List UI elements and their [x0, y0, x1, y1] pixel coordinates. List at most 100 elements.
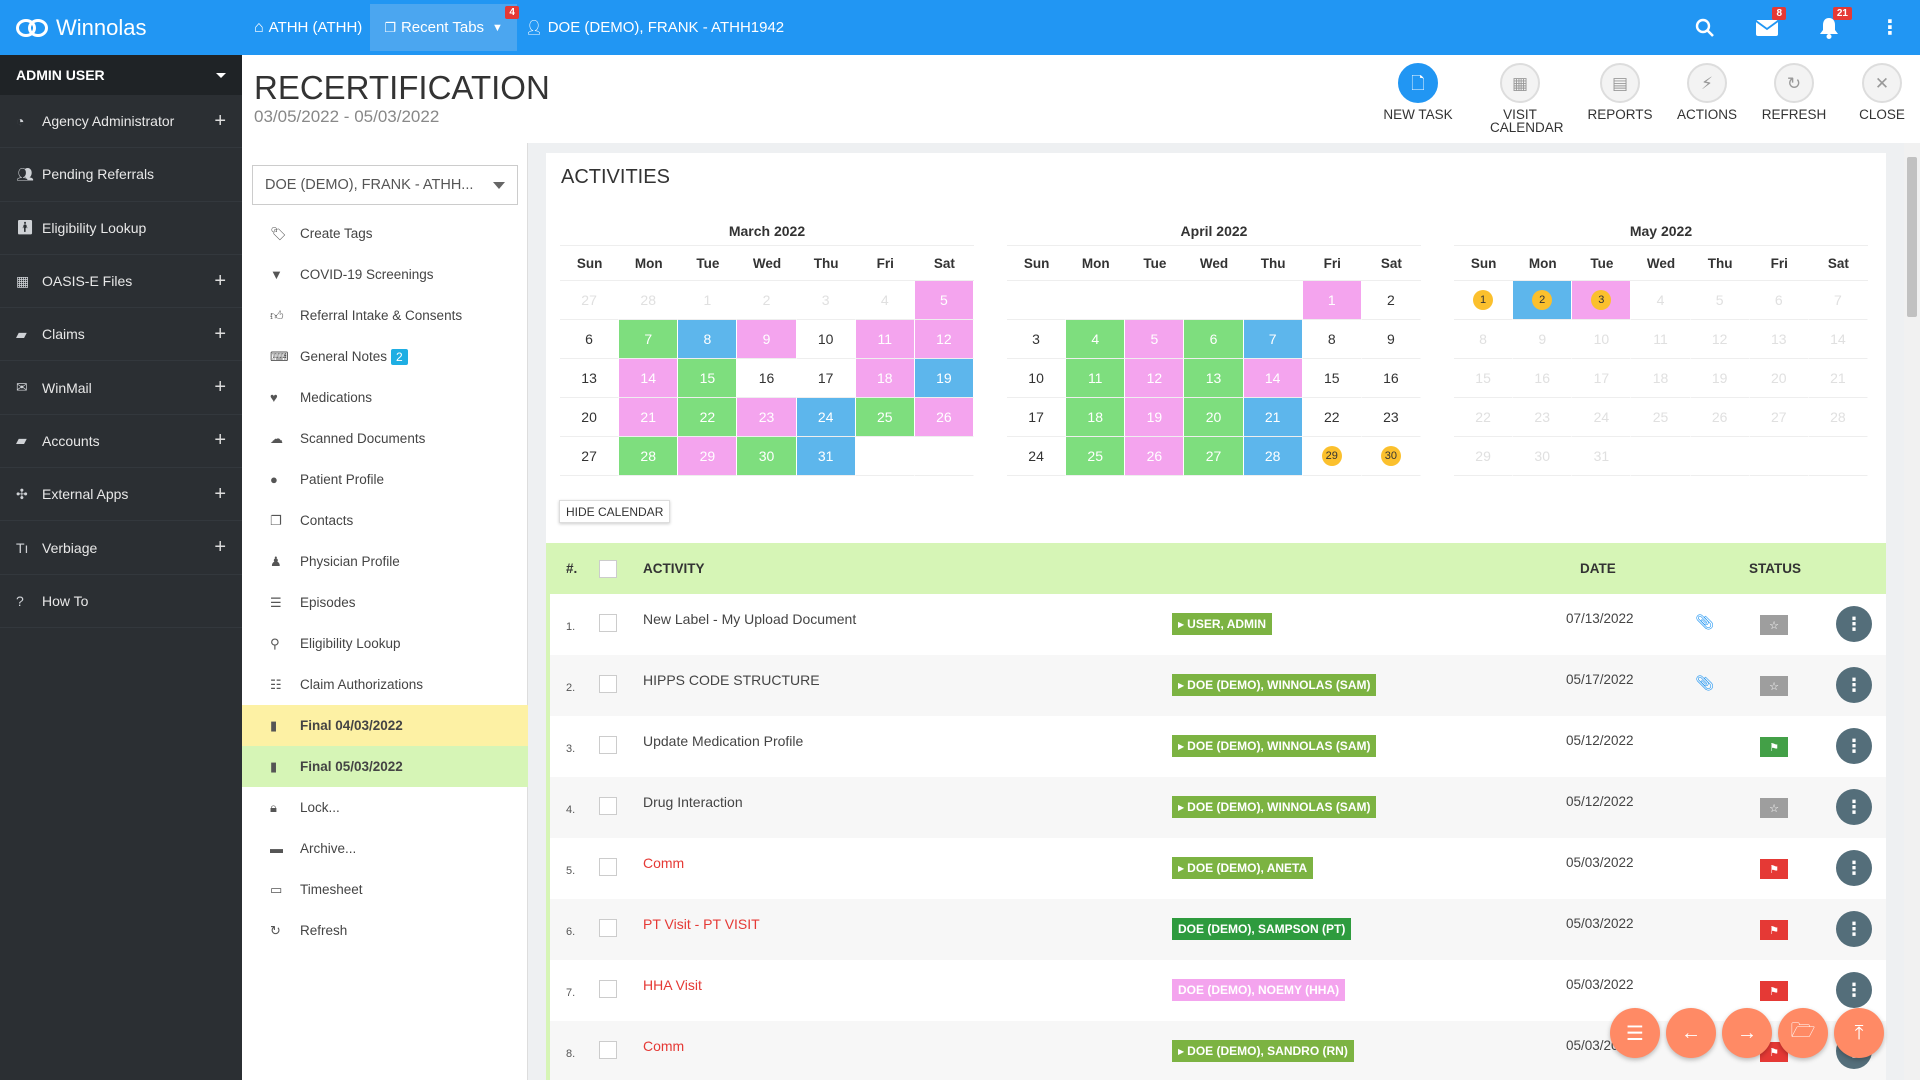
table-row[interactable]: 4. Drug Interaction ▶ DOE (DEMO), WINNOLA… — [550, 777, 1886, 838]
row-checkbox[interactable] — [599, 919, 617, 937]
calendar-day[interactable]: 11 — [855, 320, 915, 359]
calendar-day[interactable]: 15 — [1454, 359, 1514, 398]
calendar-day[interactable]: 5 — [914, 281, 974, 320]
more-menu-button[interactable]: ⋮ — [1860, 0, 1920, 55]
row-menu-button[interactable]: ⋮ — [1836, 850, 1872, 886]
activity-name[interactable]: Drug Interaction — [643, 794, 743, 810]
menu-item-medications[interactable]: ♥ Medications — [242, 377, 528, 418]
calendar-day[interactable]: 16 — [1361, 359, 1421, 398]
scroll-top-fab[interactable]: ⤒ — [1834, 1008, 1884, 1058]
calendar-day[interactable]: 21 — [1243, 398, 1303, 437]
activity-name[interactable]: Comm — [643, 1038, 685, 1054]
filter-fab[interactable]: ☰ — [1610, 1008, 1660, 1058]
row-checkbox[interactable] — [599, 1041, 617, 1059]
notifications-button[interactable]: 21 — [1798, 0, 1860, 55]
calendar-day[interactable]: 18 — [1631, 359, 1691, 398]
menu-item-patient-profile[interactable]: ● Patient Profile — [242, 459, 528, 500]
row-menu-button[interactable]: ⋮ — [1836, 789, 1872, 825]
col-activity[interactable]: ACTIVITY — [643, 561, 705, 576]
calendar-day[interactable]: 7 — [619, 320, 679, 359]
calendar-day[interactable]: 22 — [678, 398, 738, 437]
calendar-day[interactable]: 8 — [1302, 320, 1362, 359]
col-status[interactable]: STATUS — [1749, 561, 1801, 576]
calendar-day[interactable]: 25 — [855, 398, 915, 437]
actions-button[interactable]: ⚡︎ ACTIONS — [1670, 63, 1744, 143]
status-flag-icon[interactable]: ⚑ — [1760, 981, 1788, 1001]
mail-button[interactable]: 8 — [1736, 0, 1798, 55]
calendar-day[interactable]: 28 — [619, 437, 679, 476]
calendar-day[interactable]: 9 — [737, 320, 797, 359]
plus-icon[interactable]: + — [214, 376, 226, 399]
table-row[interactable]: 1. New Label - My Upload Document ▶ USER,… — [550, 594, 1886, 655]
row-menu-button[interactable]: ⋮ — [1836, 728, 1872, 764]
plus-icon[interactable]: + — [214, 482, 226, 505]
sidebar-item-how-to[interactable]: ? How To — [0, 575, 242, 628]
menu-item-final-04-03-2022[interactable]: ▮ Final 04/03/2022 — [242, 705, 528, 746]
table-row[interactable]: 3. Update Medication Profile ▶ DOE (DEMO)… — [550, 716, 1886, 777]
calendar-day[interactable]: 11 — [1631, 320, 1691, 359]
activity-name[interactable]: New Label - My Upload Document — [643, 611, 857, 627]
calendar-day[interactable]: 20 — [1184, 398, 1244, 437]
calendar-day[interactable]: 10 — [1572, 320, 1632, 359]
calendar-day[interactable]: 12 — [1690, 320, 1750, 359]
row-checkbox[interactable] — [599, 980, 617, 998]
paperclip-icon[interactable]: 📎︎ — [1695, 614, 1715, 631]
status-flag-icon[interactable]: ☆ — [1760, 798, 1788, 818]
sidebar-item-claims[interactable]: ▰ Claims + — [0, 308, 242, 362]
calendar-day[interactable]: 3 — [1007, 320, 1067, 359]
calendar-day[interactable]: 27 — [1184, 437, 1244, 476]
open-folder-fab[interactable]: 🗁︎ — [1778, 1008, 1828, 1058]
menu-item-timesheet[interactable]: ▭ Timesheet — [242, 869, 528, 910]
calendar-day[interactable]: 6 — [560, 320, 620, 359]
row-checkbox[interactable] — [599, 858, 617, 876]
calendar-day[interactable]: 7 — [1808, 281, 1868, 320]
calendar-day[interactable]: 15 — [678, 359, 738, 398]
calendar-day[interactable]: 3 — [1572, 281, 1632, 320]
calendar-day[interactable]: 1 — [678, 281, 738, 320]
calendar-day[interactable]: 4 — [855, 281, 915, 320]
calendar-day[interactable]: 24 — [1007, 437, 1067, 476]
plus-icon[interactable]: + — [214, 536, 226, 559]
close-button[interactable]: ✕ CLOSE — [1844, 63, 1920, 143]
calendar-day[interactable]: 22 — [1302, 398, 1362, 437]
paperclip-icon[interactable]: 📎︎ — [1695, 675, 1715, 692]
status-flag-icon[interactable]: ☆ — [1760, 676, 1788, 696]
select-all-checkbox[interactable] — [599, 559, 617, 578]
calendar-day[interactable]: 24 — [1572, 398, 1632, 437]
status-flag-icon[interactable]: ⚑ — [1760, 920, 1788, 940]
calendar-day[interactable]: 19 — [1690, 359, 1750, 398]
calendar-day[interactable]: 8 — [1454, 320, 1514, 359]
calendar-day[interactable]: 1 — [1302, 281, 1362, 320]
table-row[interactable]: 7. HHA Visit DOE (DEMO), NOEMY (HHA) 05/… — [550, 960, 1886, 1021]
calendar-day[interactable]: 26 — [1125, 437, 1185, 476]
calendar-day[interactable]: 7 — [1243, 320, 1303, 359]
calendar-day[interactable]: 14 — [1243, 359, 1303, 398]
table-row[interactable]: 6. PT Visit - PT VISIT DOE (DEMO), SAMPS… — [550, 899, 1886, 960]
calendar-day[interactable]: 20 — [560, 398, 620, 437]
calendar-day[interactable]: 24 — [796, 398, 856, 437]
calendar-day[interactable]: 23 — [1361, 398, 1421, 437]
menu-item-covid-19-screenings[interactable]: ▼ COVID-19 Screenings — [242, 254, 528, 295]
calendar-day[interactable]: 3 — [796, 281, 856, 320]
new-task-button[interactable]: 🗋︎ NEW TASK — [1366, 63, 1470, 143]
calendar-day[interactable]: 29 — [678, 437, 738, 476]
calendar-day[interactable]: 18 — [1066, 398, 1126, 437]
row-checkbox[interactable] — [599, 797, 617, 815]
calendar-day[interactable]: 16 — [737, 359, 797, 398]
menu-item-referral-intake-consents[interactable]: 👍︎ Referral Intake & Consents — [242, 295, 528, 336]
patient-select[interactable]: DOE (DEMO), FRANK - ATHH... — [252, 165, 518, 205]
calendar-day[interactable]: 12 — [1125, 359, 1185, 398]
sidebar-item-verbiage[interactable]: Tı Verbiage + — [0, 521, 242, 575]
sidebar-item-oasis-e-files[interactable]: ▦ OASIS-E Files + — [0, 255, 242, 309]
recent-tabs-button[interactable]: ❐ Recent Tabs ▼ 4 — [370, 4, 519, 51]
plus-icon[interactable]: + — [214, 322, 226, 345]
visit-calendar-button[interactable]: ▦ VISIT CALENDAR — [1470, 63, 1570, 143]
row-menu-button[interactable]: ⋮ — [1836, 911, 1872, 947]
calendar-day[interactable]: 10 — [796, 320, 856, 359]
calendar-day[interactable]: 6 — [1184, 320, 1244, 359]
menu-item-create-tags[interactable]: 🏷︎ Create Tags — [242, 213, 528, 254]
calendar-day[interactable]: 5 — [1690, 281, 1750, 320]
calendar-day[interactable]: 22 — [1454, 398, 1514, 437]
next-fab[interactable]: → — [1722, 1008, 1772, 1058]
calendar-day[interactable]: 13 — [1184, 359, 1244, 398]
